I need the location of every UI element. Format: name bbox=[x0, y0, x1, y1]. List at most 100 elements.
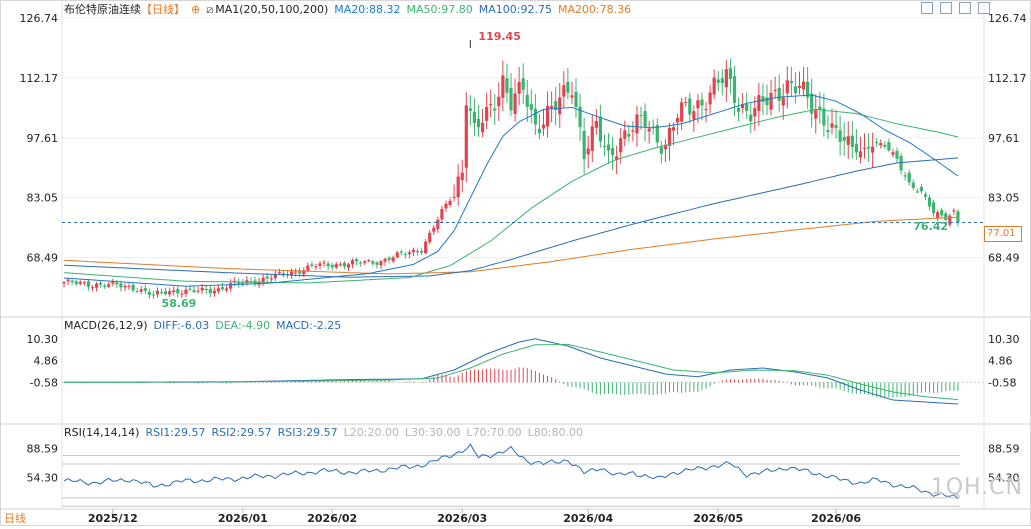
candle-body bbox=[326, 263, 330, 267]
candle-body bbox=[62, 282, 66, 284]
candle-body bbox=[294, 271, 298, 273]
candle-body bbox=[70, 280, 74, 283]
candle-body bbox=[879, 143, 883, 146]
price-tick-left: 112.17 bbox=[20, 72, 59, 85]
candle-body bbox=[615, 156, 619, 160]
rsi-tick-right: 54.30 bbox=[988, 471, 1020, 484]
macd-value: MACD:-2.25 bbox=[276, 319, 342, 332]
candle-body bbox=[529, 104, 533, 110]
candle-body bbox=[346, 264, 351, 268]
candle-body bbox=[907, 172, 911, 183]
candle-body bbox=[94, 284, 99, 288]
candle-body bbox=[521, 78, 525, 90]
rsi-tick-right: 88.59 bbox=[988, 442, 1020, 455]
settings-icon[interactable]: ⊕ bbox=[191, 3, 201, 16]
macd-label[interactable]: MACD(26,12,9) bbox=[64, 319, 148, 332]
candle-body bbox=[732, 76, 737, 103]
ma-indicator-icon[interactable]: ⧄ bbox=[206, 3, 214, 16]
candle-body bbox=[830, 123, 834, 128]
price-tick-left: 83.05 bbox=[27, 192, 59, 205]
candle-body bbox=[911, 182, 915, 188]
candle-body bbox=[574, 91, 578, 108]
candle-body bbox=[472, 111, 477, 124]
candle-body bbox=[952, 210, 956, 212]
candle-body bbox=[322, 262, 326, 264]
candle-body bbox=[696, 100, 700, 109]
macd-tick-right: 4.86 bbox=[988, 355, 1013, 368]
candle-body bbox=[350, 260, 355, 265]
dea-line bbox=[64, 343, 959, 401]
candle-body bbox=[480, 122, 485, 132]
macd-diff-value: DIFF:-6.03 bbox=[153, 319, 210, 332]
candle-body bbox=[452, 196, 456, 198]
candle-body bbox=[899, 156, 903, 171]
candle-body bbox=[635, 114, 639, 134]
candle-body bbox=[164, 291, 168, 295]
candle-body bbox=[838, 130, 842, 142]
ma200-line bbox=[63, 216, 959, 275]
candle-body bbox=[785, 80, 789, 94]
ma-label[interactable]: MA1(20,50,100,200) bbox=[215, 3, 329, 16]
candle-body bbox=[773, 89, 777, 92]
candle-body bbox=[736, 107, 741, 112]
zoom-icon[interactable] bbox=[940, 2, 952, 14]
expand-icon[interactable] bbox=[978, 2, 990, 14]
candle-body bbox=[407, 252, 412, 255]
rsi-tick-left: 54.30 bbox=[27, 471, 59, 484]
candle-body bbox=[704, 109, 708, 111]
candle-body bbox=[216, 288, 221, 292]
low-annotation: 58.69 bbox=[162, 297, 197, 310]
candle-body bbox=[147, 291, 151, 295]
candle-body bbox=[797, 85, 802, 89]
candle-body bbox=[196, 290, 200, 292]
candle-body bbox=[590, 126, 594, 152]
candle-body bbox=[822, 108, 826, 126]
candle-body bbox=[517, 81, 521, 94]
candle-body bbox=[143, 288, 147, 291]
rsi2-value: RSI2:29.57 bbox=[211, 426, 272, 439]
candle-body bbox=[155, 290, 160, 295]
footer-period-label: 日线 bbox=[4, 512, 26, 525]
candle-body bbox=[765, 97, 769, 106]
price-tick-left: 126.74 bbox=[20, 12, 59, 25]
candle-body bbox=[566, 81, 570, 93]
grid-icon[interactable] bbox=[959, 2, 971, 14]
candle-body bbox=[915, 191, 919, 193]
candle-body bbox=[936, 212, 940, 218]
candle-body bbox=[367, 260, 371, 262]
candle-body bbox=[314, 266, 318, 268]
macd-tick-right: 10.30 bbox=[988, 333, 1020, 346]
candle-body bbox=[509, 87, 513, 111]
candle-body bbox=[948, 215, 952, 225]
candle-body bbox=[806, 81, 810, 98]
rsi-tick-left: 88.59 bbox=[27, 442, 59, 455]
candle-body bbox=[671, 127, 676, 131]
candle-body bbox=[667, 127, 672, 147]
candle-body bbox=[684, 101, 688, 103]
candle-body bbox=[554, 101, 558, 111]
period-label[interactable]: 【日线】 bbox=[141, 3, 185, 16]
candle-body bbox=[86, 281, 91, 287]
macd-tick-left: 10.30 bbox=[27, 333, 59, 346]
ma50-value: MA50:97.80 bbox=[406, 3, 473, 16]
rsi-label[interactable]: RSI(14,14,14) bbox=[64, 426, 140, 439]
current-price-tag: 77.01 bbox=[984, 226, 1022, 242]
candle-body bbox=[505, 78, 509, 93]
l30-value: L30:30.00 bbox=[405, 426, 461, 439]
candle-body bbox=[769, 92, 773, 110]
candle-body bbox=[858, 151, 863, 158]
candle-body bbox=[115, 282, 119, 285]
candle-body bbox=[127, 286, 131, 288]
candle-body bbox=[716, 79, 720, 83]
crosshair-icon[interactable] bbox=[921, 2, 933, 14]
candle-body bbox=[220, 287, 225, 290]
x-axis-label: 2026/05 bbox=[693, 512, 743, 525]
candle-body bbox=[700, 99, 704, 106]
candle-body bbox=[883, 144, 887, 147]
candle-body bbox=[159, 292, 164, 294]
candle-body bbox=[749, 114, 753, 122]
candle-body bbox=[204, 288, 208, 290]
footer-period-tab[interactable]: 日线 bbox=[4, 512, 32, 526]
candle-body bbox=[550, 106, 554, 109]
